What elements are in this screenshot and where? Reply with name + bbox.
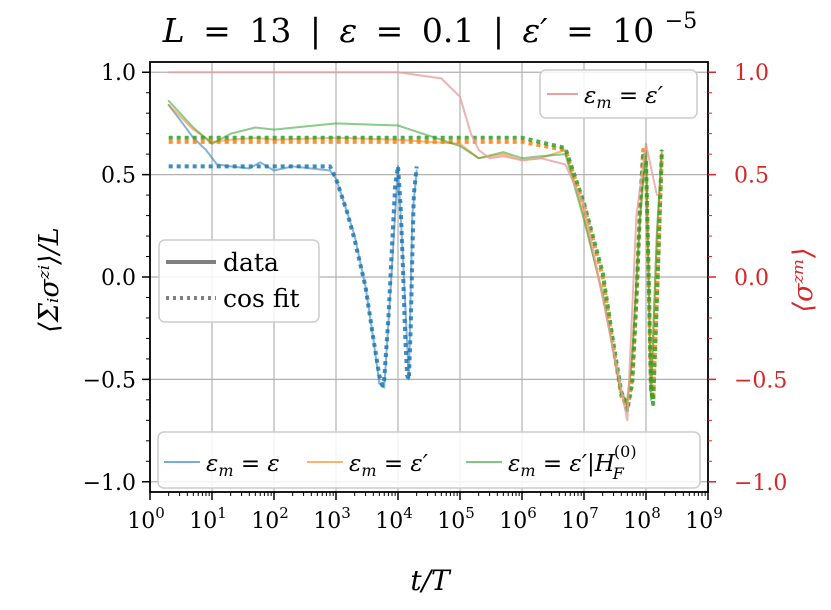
- y-tick-labels: 1.0 0.5 0.0 −0.5 −1.0: [83, 61, 136, 496]
- title-eps-prime-exponent: −5: [665, 9, 697, 34]
- x-tick-label-9: 109: [685, 504, 723, 534]
- legend-data-label: data: [223, 248, 279, 277]
- y-right-tick-label-4: −1.0: [734, 471, 787, 496]
- x-tick-label-7: 107: [561, 504, 599, 534]
- title-sep-1: |: [310, 11, 321, 50]
- y-tick-label-1: 0.5: [101, 164, 136, 189]
- legend-fit-label: cos fit: [223, 284, 300, 313]
- x-tick-labels: 100 101 102 103 104 105 106 107 108 109: [127, 504, 723, 534]
- legend-pink-label: εm = ε′: [584, 83, 664, 112]
- title-sep-2: |: [493, 11, 504, 50]
- x-tick-label-2: 102: [251, 504, 289, 534]
- x-tick-label-1: 101: [189, 504, 227, 534]
- legend-orange-label: εm = ε′: [349, 451, 429, 480]
- legend-green-label: εm = ε′|HF(0): [508, 442, 637, 483]
- axis-ticks: [142, 71, 716, 500]
- legend-blue-label: εm = ε: [206, 451, 280, 480]
- title-eps: ε: [339, 11, 357, 50]
- title-eq-1: =: [203, 11, 231, 50]
- series-line-4: [167, 99, 663, 401]
- series-line-6: [167, 71, 658, 422]
- plot-series: [167, 71, 664, 422]
- title-eps-prime-base: 10: [612, 11, 654, 50]
- title-L: L: [162, 11, 185, 50]
- legend-right-box: [539, 69, 698, 119]
- y-tick-label-3: −0.5: [83, 368, 136, 393]
- title-L-value: 13: [249, 11, 291, 50]
- x-tick-label-0: 100: [127, 504, 165, 534]
- y-tick-label-2: 0.0: [101, 266, 136, 291]
- y-tick-labels-right: 1.0 0.5 0.0 −0.5 −1.0: [734, 61, 787, 496]
- chart-title: L = 13 | ε = 0.1 | ε′ = 10 −5: [162, 9, 697, 50]
- y-right-tick-label-1: 0.5: [734, 164, 769, 189]
- x-tick-label-5: 105: [437, 504, 475, 534]
- title-eps-value: 0.1: [422, 11, 474, 50]
- y-right-tick-label-2: 0.0: [734, 266, 769, 291]
- x-axis-label: t/T: [410, 564, 452, 597]
- x-tick-label-4: 104: [375, 504, 413, 534]
- y-tick-label-0: 1.0: [101, 61, 136, 86]
- legend-series: εm = ε εm = ε′ εm = ε′|HF(0): [157, 431, 701, 489]
- legend-style: data cos fit: [158, 239, 320, 323]
- x-tick-label-3: 103: [313, 504, 351, 534]
- title-eq-2: =: [376, 11, 404, 50]
- x-tick-label-8: 108: [623, 504, 661, 534]
- title-eps-prime: ε′: [522, 11, 548, 50]
- legend-series-box: [157, 431, 701, 489]
- y-axis-label: ⟨Σᵢσᶻⁱ⟩/L: [34, 227, 65, 332]
- legend-right: εm = ε′: [539, 69, 698, 119]
- y-right-tick-label-0: 1.0: [734, 61, 769, 86]
- x-tick-label-6: 106: [499, 504, 537, 534]
- y-right-tick-label-3: −0.5: [734, 368, 787, 393]
- y-tick-label-4: −1.0: [83, 471, 136, 496]
- series-line-5: [168, 135, 664, 413]
- title-eq-3: =: [566, 11, 594, 50]
- series-line-1: [168, 164, 419, 388]
- y-axis-label-right: ⟨σᶻᵐ⟩: [788, 247, 819, 312]
